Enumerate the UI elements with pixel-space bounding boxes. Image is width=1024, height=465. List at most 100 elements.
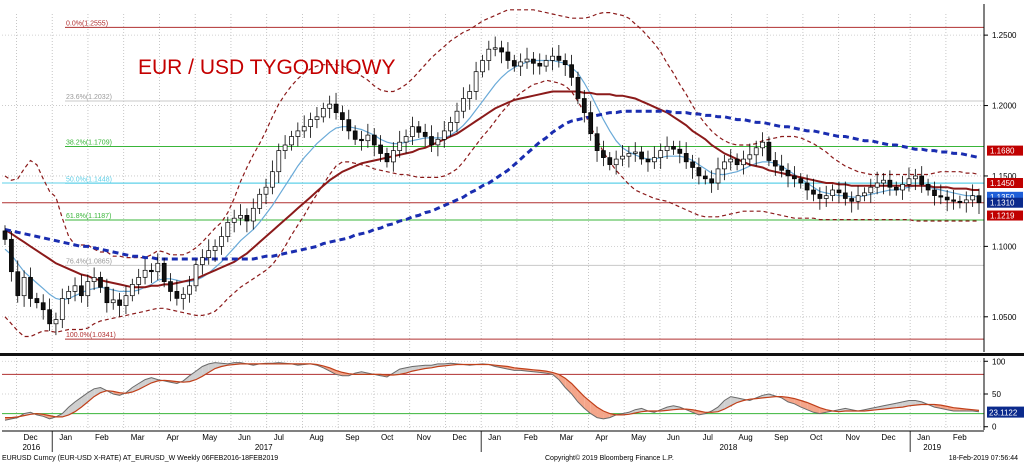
fib-label: 38.2%(1.1709)	[66, 140, 112, 147]
bollinger-lower-line	[4, 79, 979, 338]
panel-separator	[0, 353, 1024, 356]
candle-down	[785, 169, 791, 177]
oscillator-fill	[329, 367, 337, 375]
lower-y-tick-label: 0	[992, 423, 997, 432]
x-tick-label: Jan	[59, 433, 72, 442]
candle-up	[365, 134, 371, 142]
chart-title: EUR / USD TYGODNIOWY	[138, 56, 395, 79]
candle-down	[104, 286, 110, 304]
oscillator-fill	[62, 407, 69, 417]
candle-up	[518, 61, 524, 67]
candle-up	[448, 122, 453, 132]
candle-up	[658, 150, 664, 158]
fib-label: 0.0%(1.2555)	[66, 20, 108, 27]
candle-up	[747, 154, 753, 160]
candle-down	[556, 55, 562, 61]
candle-down	[569, 64, 574, 78]
candle-down	[499, 47, 504, 53]
candle-up	[728, 158, 734, 163]
x-tick-label: Apr	[595, 433, 608, 442]
lower-panel	[2, 360, 984, 428]
candle-up	[410, 126, 415, 137]
candle-down	[607, 157, 613, 165]
candle-up	[180, 293, 186, 299]
candle-up	[270, 171, 275, 188]
candle-up	[225, 222, 231, 237]
oscillator-fill	[208, 362, 216, 373]
candle-down	[772, 160, 778, 167]
candle-up	[276, 150, 282, 173]
candle-down	[645, 158, 651, 163]
candle-up	[868, 186, 874, 194]
candles	[2, 36, 982, 336]
candle-up	[830, 189, 835, 196]
candle-up	[187, 285, 192, 295]
candle-up	[467, 91, 473, 99]
candle-up	[142, 269, 148, 278]
price-badge-label: 1.1310	[990, 199, 1015, 208]
candle-up	[282, 144, 288, 151]
candle-up	[441, 130, 447, 140]
candle-up	[53, 319, 59, 325]
candle-up	[823, 195, 829, 199]
candle-up	[492, 47, 498, 50]
candle-up	[626, 153, 632, 157]
oscillator-fill	[571, 383, 578, 402]
candle-down	[683, 153, 689, 163]
candle-up	[715, 168, 721, 184]
candle-up	[403, 136, 409, 143]
oscillator-badge	[987, 406, 1024, 418]
x-tick-label: Jul	[274, 433, 284, 442]
x-tick-label: May	[631, 433, 646, 442]
candle-up	[900, 184, 905, 191]
y-tick-label: 1.1000	[992, 242, 1017, 251]
price-badge-label: 1.1680	[990, 147, 1015, 156]
candle-up	[72, 285, 78, 292]
candle-down	[422, 131, 428, 137]
candle-up	[391, 150, 396, 163]
x-tick-label: Jan	[917, 433, 930, 442]
candle-up	[473, 71, 479, 92]
candle-down	[601, 150, 606, 158]
candle-up	[110, 299, 116, 304]
oscillator-fill	[431, 363, 438, 368]
price-badge	[987, 191, 1023, 202]
x-tick-label: Apr	[166, 433, 179, 442]
candle-down	[378, 144, 383, 154]
x-year-label: 2019	[923, 443, 941, 452]
bollinger-upper-line	[4, 9, 980, 259]
price-badge-label: 1.1350	[990, 193, 1015, 202]
candle-up	[461, 98, 466, 112]
candle-down	[40, 302, 46, 311]
candle-down	[34, 298, 40, 304]
x-tick-label: Jan	[488, 433, 501, 442]
candle-down	[333, 103, 339, 113]
ma-long-dashed-line	[4, 109, 980, 261]
oscillator-fill	[577, 390, 585, 409]
x-tick-label: Aug	[738, 433, 752, 442]
candle-down	[531, 58, 536, 64]
y-tick-label: 1.2000	[992, 102, 1017, 111]
candle-down	[359, 138, 364, 142]
oscillator-fill	[730, 396, 738, 406]
candle-up	[155, 262, 161, 273]
candle-down	[346, 119, 352, 132]
candle-down	[957, 200, 963, 204]
candle-up	[524, 58, 530, 63]
candle-up	[855, 195, 861, 202]
candle-up	[231, 217, 237, 223]
candle-up	[454, 110, 460, 123]
candle-up	[21, 277, 27, 297]
candle-down	[709, 178, 715, 184]
candle-down	[79, 285, 84, 297]
candle-down	[161, 262, 167, 282]
x-tick-label: Dec	[23, 433, 37, 442]
candle-down	[384, 153, 390, 163]
candle-down	[766, 141, 772, 161]
fib-label: 61.8%(1.1187)	[66, 213, 111, 220]
x-tick-label: Dec	[881, 433, 895, 442]
candle-down	[537, 62, 543, 67]
candle-up	[200, 257, 205, 265]
candle-down	[804, 182, 810, 191]
candle-up	[913, 175, 918, 180]
